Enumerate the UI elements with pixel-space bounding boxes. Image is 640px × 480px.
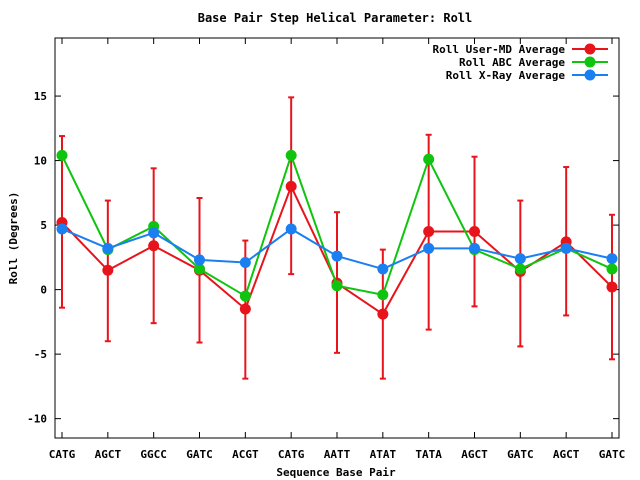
data-point: [377, 308, 389, 320]
data-point: [606, 263, 618, 275]
data-point: [56, 149, 68, 161]
data-point: [239, 303, 251, 315]
y-tick-label: -10: [27, 413, 47, 426]
data-point: [239, 290, 251, 302]
series-3: [56, 223, 618, 275]
y-tick-label: 5: [40, 219, 47, 232]
x-tick-label: CATG: [278, 448, 305, 461]
x-tick-label: GGCC: [140, 448, 167, 461]
y-axis-label: Roll (Degrees): [7, 192, 20, 285]
data-point: [377, 263, 389, 275]
data-point: [514, 263, 526, 275]
data-point: [56, 223, 68, 235]
data-point: [285, 149, 297, 161]
legend-label: Roll X-Ray Average: [446, 69, 566, 82]
data-point: [285, 180, 297, 192]
x-tick-label: AGCT: [461, 448, 488, 461]
data-point: [239, 257, 251, 269]
legend-marker: [584, 43, 596, 55]
x-tick-label: GATC: [507, 448, 534, 461]
data-point: [194, 254, 205, 266]
data-point: [148, 227, 160, 239]
series-lines: [56, 149, 618, 320]
data-point: [331, 250, 343, 262]
data-point: [423, 153, 435, 165]
x-tick-label: AGCT: [95, 448, 122, 461]
y-axis: -10 -5 0 5 10 15: [27, 90, 619, 426]
data-point: [423, 242, 435, 254]
x-tick-label: CATG: [49, 448, 76, 461]
y-tick-label: 10: [34, 155, 47, 168]
data-point: [102, 242, 114, 254]
data-point: [102, 264, 114, 276]
x-tick-label: GATC: [186, 448, 213, 461]
x-axis: CATG AGCT GGCC GATC ACGT CATG AATT ATAT TATA AGCT…: [49, 38, 626, 461]
data-point: [606, 281, 618, 293]
x-axis-label: Sequence Base Pair: [276, 466, 396, 479]
x-tick-label: TATA: [415, 448, 442, 461]
x-tick-label: AATT: [324, 448, 351, 461]
data-point: [194, 263, 205, 275]
y-tick-label: 15: [34, 90, 47, 103]
legend-marker: [584, 56, 596, 68]
y-tick-label: 0: [40, 284, 47, 297]
data-point: [560, 242, 572, 254]
x-tick-label: GATC: [599, 448, 626, 461]
legend-marker: [584, 69, 596, 81]
data-point: [606, 253, 618, 265]
legend-label: Roll ABC Average: [459, 56, 565, 69]
x-tick-label: ACGT: [232, 448, 259, 461]
data-point: [148, 240, 160, 252]
y-tick-label: -5: [34, 348, 47, 361]
chart-title: Base Pair Step Helical Parameter: Roll: [198, 11, 473, 25]
data-point: [331, 280, 343, 292]
data-point: [377, 289, 389, 301]
data-point: [285, 223, 297, 235]
data-point: [423, 226, 435, 238]
x-tick-label: AGCT: [553, 448, 580, 461]
data-point: [469, 242, 480, 254]
error-bars: [59, 96, 615, 380]
data-point: [514, 253, 526, 265]
data-point: [469, 226, 480, 238]
legend-label: Roll User-MD Average: [433, 43, 566, 56]
x-tick-label: ATAT: [370, 448, 397, 461]
